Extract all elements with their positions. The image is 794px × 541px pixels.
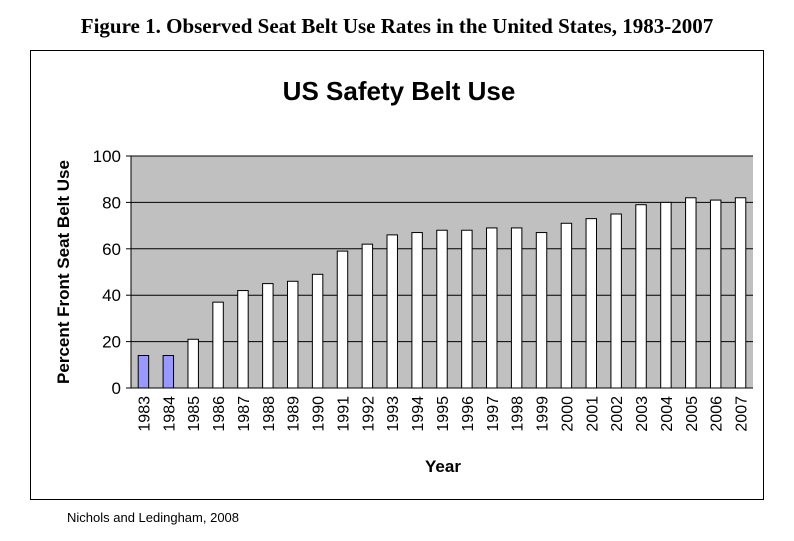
bar-1987: [237, 290, 249, 389]
x-tick-label: 2004: [659, 396, 676, 432]
bar-1990: [311, 273, 324, 389]
chart-container: US Safety Belt Use 0 20 40 60 80 100 1983 1984…: [30, 50, 764, 500]
y-tick-labels: 0 20 40 60 80 100: [93, 147, 131, 398]
y-tick-label: 100: [93, 147, 121, 166]
y-tick-label: 80: [102, 193, 121, 212]
bar-1994: [411, 232, 423, 389]
bar-1995: [436, 229, 448, 389]
bar-2006: [709, 199, 722, 389]
figure-caption: Figure 1. Observed Seat Belt Use Rates i…: [80, 14, 714, 38]
x-tick-label: 2000: [559, 396, 576, 432]
x-tick-label: 1984: [161, 396, 178, 432]
x-tick-label: 1993: [385, 396, 402, 432]
x-tick-label: 1985: [186, 396, 203, 432]
x-axis-label: Year: [425, 457, 461, 476]
y-axis-label: Percent Front Seat Belt Use: [54, 160, 73, 384]
bar-2001: [585, 218, 598, 389]
y-tick-label: 20: [102, 333, 121, 352]
x-tick-label: 1986: [211, 396, 228, 432]
bar-1999: [535, 232, 548, 389]
bar-1991: [336, 250, 349, 389]
y-tick-label: 60: [102, 240, 121, 259]
bar-1996: [461, 229, 473, 389]
bar-1998: [510, 227, 523, 389]
chart-title: US Safety Belt Use: [283, 76, 516, 106]
x-tick-label: 1992: [360, 396, 377, 432]
x-tick-label: 2002: [609, 396, 626, 432]
x-tick-label: 1998: [510, 396, 527, 432]
x-tick-label: 2001: [584, 396, 601, 432]
bar-1997: [486, 227, 498, 389]
x-tick-label: 1991: [335, 396, 352, 432]
x-tick-label: 1995: [435, 396, 452, 432]
bar-1985: [187, 338, 199, 389]
bar-2007: [734, 197, 747, 389]
x-tick-label: 2007: [734, 396, 751, 432]
bar-1983: [137, 355, 150, 389]
x-tick-label: 2005: [684, 396, 701, 432]
source-note: Nichols and Ledingham, 2008: [67, 510, 240, 525]
x-tick-label: 1999: [535, 396, 552, 432]
y-tick-label: 40: [102, 286, 121, 305]
bar-2004: [660, 201, 672, 389]
x-tick-label: 1990: [311, 396, 328, 432]
bar-chart: US Safety Belt Use 0 20 40 60 80 100 1983 1984…: [54, 76, 753, 476]
y-tick-label: 0: [112, 379, 121, 398]
bar-1989: [286, 280, 299, 389]
bar-1984: [162, 355, 175, 389]
x-tick-label: 1983: [136, 396, 153, 432]
bar-2003: [635, 204, 647, 389]
bar-2000: [560, 222, 573, 389]
bar-1993: [386, 234, 398, 389]
x-tick-label: 1994: [410, 396, 427, 432]
x-tick-label: 1997: [485, 396, 502, 432]
x-tick-label: 1989: [286, 396, 303, 432]
x-tick-label: 2006: [709, 396, 726, 432]
bar-1992: [361, 243, 374, 389]
bar-1986: [212, 301, 224, 389]
x-tick-label: 1988: [261, 396, 278, 432]
x-tick-label: 1987: [236, 396, 253, 432]
x-tick-labels: 1983 1984 1985 1986 1987 1988 1989 1990 1991 1992…: [136, 396, 750, 432]
bar-1988: [262, 283, 274, 389]
bar-2002: [610, 213, 622, 389]
x-tick-label: 2003: [634, 396, 651, 432]
bar-2005: [685, 197, 697, 389]
x-tick-label: 1996: [460, 396, 477, 432]
